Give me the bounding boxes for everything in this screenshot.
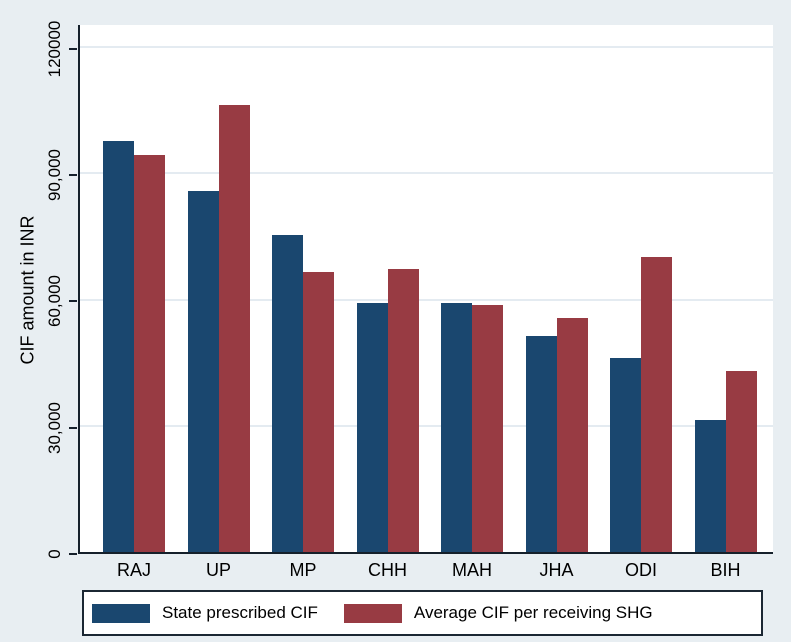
bar-average-cif-per-receiving-shg-odi [641, 257, 672, 552]
y-axis-title: CIF amount in INR [17, 215, 38, 365]
plot-area [78, 25, 773, 554]
x-category-label-mp: MP [289, 560, 317, 580]
y-axis-tick-label: 30,000 [45, 401, 64, 454]
x-category-label-mah: MAH [452, 560, 492, 580]
bar-state-prescribed-cif-raj [103, 140, 134, 552]
legend-item-state-prescribed-cif: State prescribed CIF [92, 603, 318, 623]
bar-state-prescribed-cif-bih [694, 419, 726, 552]
bar-average-cif-per-receiving-shg-raj [134, 154, 165, 552]
x-category-label-chh: CHH [368, 560, 407, 580]
x-category-label-bih: BIH [710, 560, 741, 580]
y-axis-tick [69, 426, 77, 429]
bar-state-prescribed-cif-odi [610, 358, 641, 552]
bar-average-cif-per-receiving-shg-up [218, 104, 250, 552]
legend-swatch-average-cif-per-receiving-shg [343, 603, 402, 623]
legend-swatch-state-prescribed-cif [92, 603, 150, 623]
bar-average-cif-per-receiving-shg-chh [387, 269, 419, 552]
y-axis-tick [69, 47, 77, 50]
y-axis-tick-label: 0 [45, 549, 64, 559]
bar-state-prescribed-cif-jha [525, 335, 557, 552]
x-category-label-raj: RAJ [116, 560, 152, 580]
y-axis-tick [69, 553, 77, 555]
bar-average-cif-per-receiving-shg-jha [556, 317, 588, 552]
x-category-label-up: UP [205, 560, 232, 580]
legend: State prescribed CIF Average CIF per rece… [82, 590, 763, 636]
gridline [80, 298, 773, 301]
y-axis-tick-label: 120000 [45, 20, 64, 78]
bar-state-prescribed-cif-mp [272, 234, 303, 552]
legend-label: State prescribed CIF [162, 603, 318, 622]
legend-label: Average CIF per receiving SHG [413, 603, 653, 622]
y-axis-tick [69, 174, 77, 177]
bar-state-prescribed-cif-up [187, 191, 219, 552]
gridline [80, 46, 773, 48]
bar-average-cif-per-receiving-shg-bih [725, 371, 757, 552]
legend-item-average-cif-per-receiving-shg: Average CIF per receiving SHG [343, 603, 653, 623]
gridline [80, 172, 773, 175]
y-axis-tick-label: 90,000 [45, 149, 64, 202]
gridline [80, 424, 773, 427]
bar-average-cif-per-receiving-shg-mah [472, 304, 503, 552]
bar-state-prescribed-cif-chh [356, 302, 388, 552]
x-category-label-jha: JHA [539, 560, 574, 580]
y-axis-tick-label: 60,000 [45, 275, 64, 328]
bar-state-prescribed-cif-mah [441, 303, 472, 552]
x-category-label-odi: ODI [624, 560, 658, 580]
y-axis-tick [69, 300, 77, 303]
bar-average-cif-per-receiving-shg-mp [303, 271, 334, 552]
